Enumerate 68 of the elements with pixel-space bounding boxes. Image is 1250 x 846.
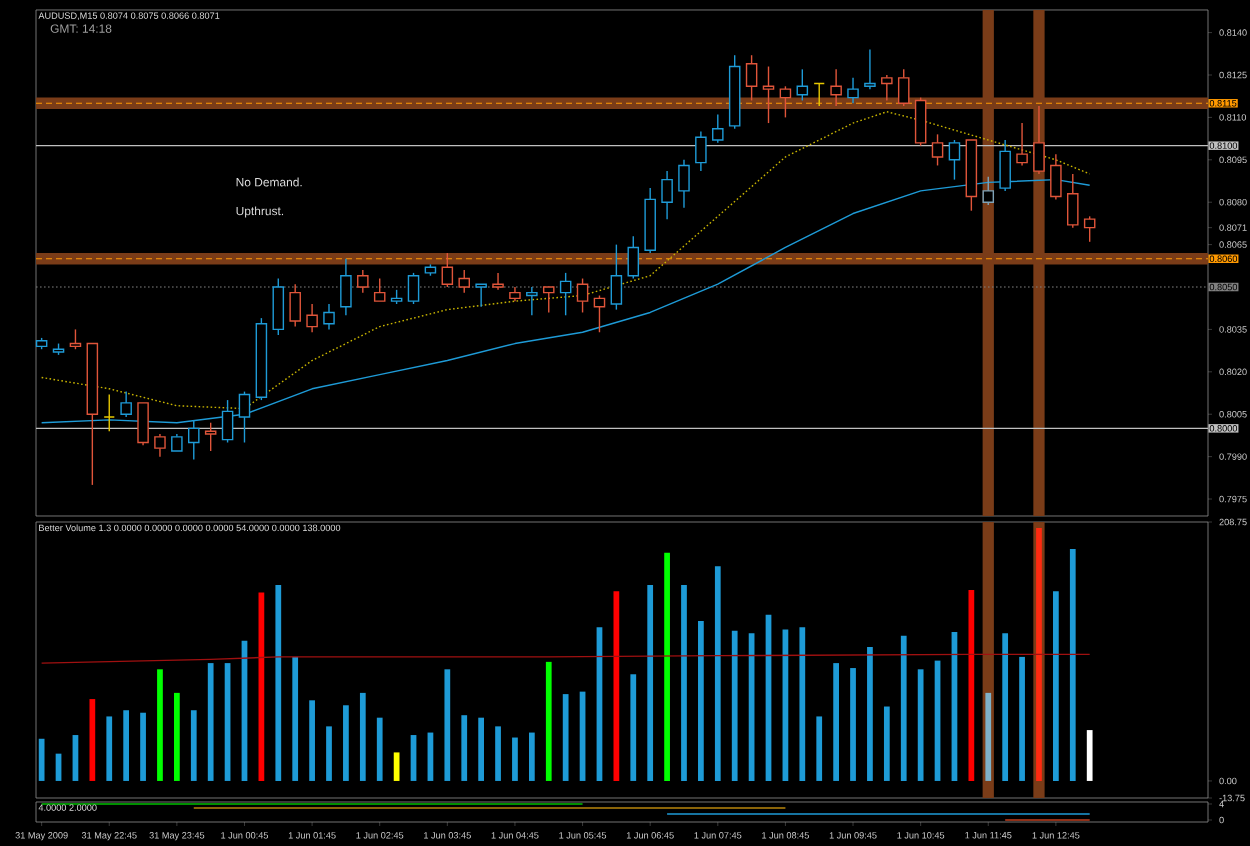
bar [38, 738, 45, 781]
bar [681, 584, 687, 781]
bar [698, 620, 704, 781]
candlestick [762, 65, 775, 124]
bar [630, 674, 637, 781]
candlestick [1016, 122, 1028, 167]
bar [867, 646, 873, 781]
bar [562, 694, 569, 781]
candlestick [340, 258, 352, 316]
bar [140, 712, 146, 781]
candlestick [847, 77, 859, 104]
candlestick [526, 286, 538, 316]
bar [799, 627, 806, 781]
bar [968, 589, 975, 781]
bar [883, 706, 890, 781]
bar [359, 692, 366, 781]
bar [1019, 656, 1025, 781]
bar [900, 635, 907, 781]
candlestick [154, 433, 166, 458]
bar [478, 717, 485, 781]
candlestick [323, 303, 335, 331]
candlestick [120, 390, 132, 418]
candlestick [509, 286, 521, 302]
bar [157, 669, 163, 781]
bar [326, 726, 332, 781]
candlestick [306, 303, 318, 333]
bar [664, 552, 670, 781]
bar [833, 663, 839, 781]
candlestick [864, 48, 876, 90]
candlestick [830, 68, 842, 107]
bar [275, 584, 282, 781]
candlestick [289, 283, 301, 328]
bar [207, 663, 214, 781]
bar [343, 705, 349, 781]
candlestick [1033, 105, 1045, 175]
bar [1069, 548, 1076, 781]
bar [816, 716, 823, 781]
bar [190, 710, 197, 781]
bar [1002, 633, 1009, 781]
bar [714, 566, 721, 781]
candlestick [881, 74, 893, 102]
bar [376, 717, 383, 781]
bar [731, 630, 738, 781]
candlestick [678, 159, 690, 209]
candlestick [357, 269, 369, 294]
bar [495, 726, 501, 781]
candlestick [1050, 153, 1062, 201]
bar [985, 692, 992, 781]
bar [545, 661, 552, 781]
bar [461, 715, 468, 781]
bar [850, 668, 856, 781]
candlestick [644, 187, 656, 254]
candlestick [661, 170, 673, 220]
bar [917, 669, 924, 781]
bar [647, 584, 654, 781]
bar [512, 737, 518, 781]
bar [444, 669, 451, 781]
candlestick [492, 272, 504, 291]
bar [123, 710, 130, 781]
bar [106, 716, 113, 781]
bar [1053, 591, 1059, 781]
bar [89, 699, 96, 781]
bar [309, 700, 315, 781]
bar [1086, 730, 1093, 781]
bar [292, 656, 299, 781]
bar [173, 692, 180, 781]
bar [528, 732, 535, 781]
candlestick [695, 130, 707, 172]
